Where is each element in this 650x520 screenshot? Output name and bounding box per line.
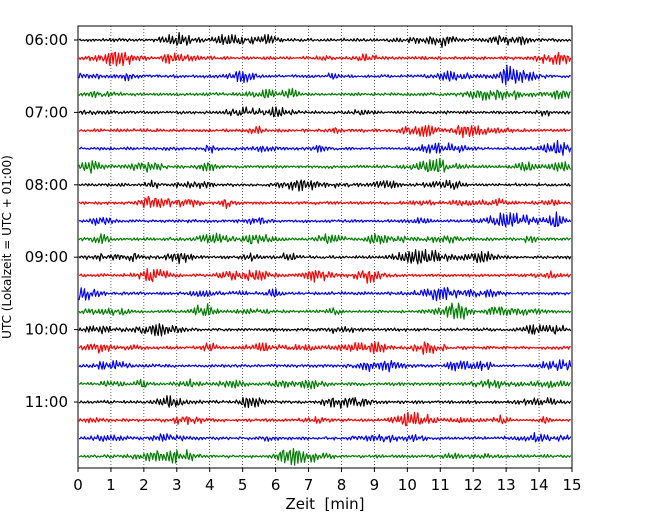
x-tick-label: 13 xyxy=(497,476,516,494)
trace-line xyxy=(78,359,572,373)
trace-line xyxy=(78,411,572,427)
trace-line xyxy=(78,106,571,118)
trace-line xyxy=(78,179,572,192)
seismic-traces xyxy=(78,32,572,466)
x-tick-label: 3 xyxy=(172,476,182,494)
trace-line xyxy=(78,195,572,210)
trace-line xyxy=(78,87,572,101)
x-tick-label: 15 xyxy=(562,476,581,494)
trace-line xyxy=(78,448,572,466)
trace-line xyxy=(78,232,572,245)
x-tick-label: 7 xyxy=(304,476,314,494)
x-tick-label: 10 xyxy=(398,476,417,494)
trace-line xyxy=(78,32,572,49)
trace-line xyxy=(78,124,572,139)
y-tick-label: 11:00 xyxy=(25,393,68,411)
plot-background xyxy=(78,26,572,468)
y-tick-label: 09:00 xyxy=(25,248,68,266)
x-tick-label: 14 xyxy=(530,476,549,494)
trace-line xyxy=(78,323,572,337)
y-tick-label: 08:00 xyxy=(25,176,68,194)
y-tick-label: 06:00 xyxy=(25,31,68,49)
x-tick-label: 11 xyxy=(431,476,450,494)
x-tick-label: 8 xyxy=(337,476,347,494)
x-tick-label: 12 xyxy=(464,476,483,494)
y-tick-label: 10:00 xyxy=(25,321,68,339)
trace-line xyxy=(78,431,572,443)
trace-line xyxy=(78,139,572,156)
trace-line xyxy=(78,211,572,228)
trace-line xyxy=(78,341,571,355)
x-tick-label: 1 xyxy=(106,476,116,494)
trace-line xyxy=(78,157,572,174)
trace-line xyxy=(78,378,572,390)
plot-frame xyxy=(77,25,573,469)
x-tick-label: 6 xyxy=(271,476,281,494)
trace-line xyxy=(78,286,571,302)
trace-line xyxy=(78,51,572,67)
x-tick-label: 0 xyxy=(73,476,83,494)
x-tick-label: 2 xyxy=(139,476,149,494)
trace-line xyxy=(78,248,572,265)
y-tick-label: 07:00 xyxy=(25,103,68,121)
trace-line xyxy=(78,302,572,320)
x-tick-label: 5 xyxy=(238,476,248,494)
x-axis-label: Zeit [min] xyxy=(285,495,364,513)
trace-line xyxy=(78,395,572,409)
x-axis-ticks: 0 1 2 3 4 5 6 7 8 9 10 11 12 13 14 15 xyxy=(73,468,582,494)
x-tick-label: 4 xyxy=(205,476,215,494)
x-tick-label: 9 xyxy=(370,476,380,494)
trace-line xyxy=(78,64,572,86)
y-axis-ticks: 06:00 07:00 08:00 09:00 10:00 11:00 xyxy=(25,31,78,411)
trace-line xyxy=(78,267,572,284)
y-axis-label: UTC (Lokalzeit = UTC + 01:00) xyxy=(0,155,14,339)
